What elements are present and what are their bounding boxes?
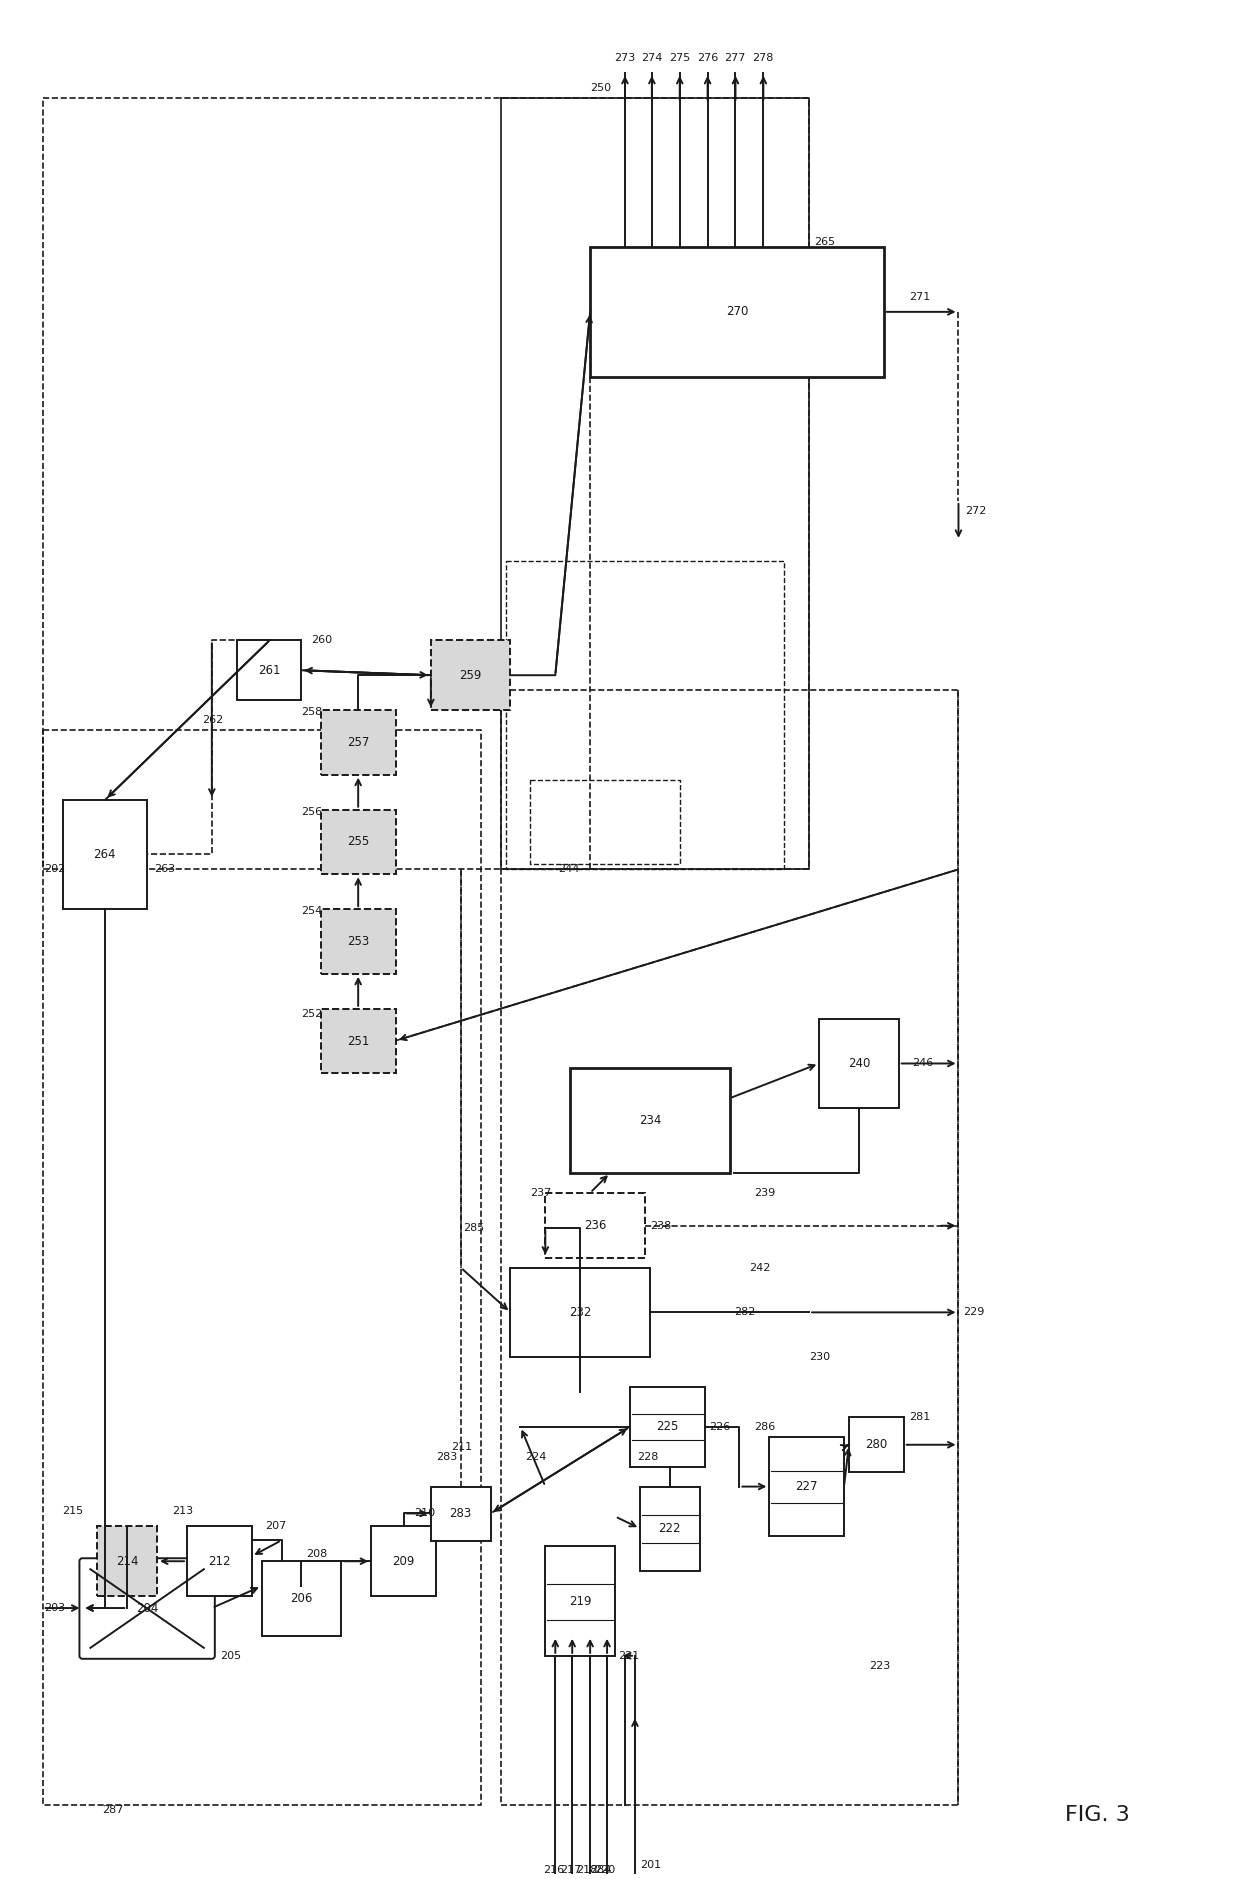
Text: 210: 210	[414, 1509, 435, 1518]
Text: 221: 221	[618, 1652, 640, 1661]
Text: 242: 242	[749, 1263, 771, 1272]
Text: 272: 272	[966, 505, 987, 517]
Bar	[371, 1526, 435, 1595]
Text: 228: 228	[637, 1452, 658, 1462]
Text: 258: 258	[301, 707, 322, 718]
Text: 238: 238	[650, 1221, 671, 1231]
Text: 229: 229	[963, 1308, 985, 1317]
Bar	[546, 1546, 615, 1655]
Text: 214: 214	[117, 1554, 139, 1567]
Text: 253: 253	[347, 936, 370, 949]
FancyBboxPatch shape	[79, 1558, 215, 1659]
Text: 226: 226	[709, 1422, 730, 1432]
Bar	[590, 248, 884, 376]
Bar	[262, 1561, 341, 1637]
Bar	[62, 800, 148, 909]
Text: 254: 254	[301, 906, 322, 917]
Text: 280: 280	[866, 1437, 888, 1451]
Text: 257: 257	[347, 737, 370, 750]
Text: FIG. 3: FIG. 3	[1065, 1806, 1130, 1825]
Text: 213: 213	[172, 1507, 193, 1516]
Text: 205: 205	[219, 1652, 241, 1661]
Text: 284: 284	[590, 1864, 611, 1875]
Text: 216: 216	[543, 1864, 564, 1875]
Bar	[321, 810, 396, 874]
Text: 219: 219	[569, 1595, 591, 1608]
Text: 232: 232	[569, 1306, 591, 1319]
Text: 224: 224	[526, 1452, 547, 1462]
Text: 204: 204	[136, 1603, 159, 1616]
Bar	[849, 1417, 904, 1471]
Text: 202: 202	[45, 864, 66, 874]
Text: 264: 264	[93, 847, 117, 861]
Bar	[546, 1193, 645, 1257]
Text: 263: 263	[154, 864, 175, 874]
Text: 261: 261	[258, 663, 280, 676]
Text: 252: 252	[301, 1009, 322, 1018]
Text: 209: 209	[392, 1554, 414, 1567]
Bar	[769, 1437, 844, 1537]
Text: 246: 246	[911, 1058, 932, 1069]
Text: 203: 203	[45, 1603, 66, 1612]
Text: 277: 277	[724, 53, 746, 64]
Text: 207: 207	[265, 1522, 286, 1531]
Text: 287: 287	[103, 1806, 124, 1815]
Text: 223: 223	[869, 1661, 890, 1670]
Text: 239: 239	[754, 1188, 776, 1199]
Bar	[570, 1069, 729, 1172]
Text: 283: 283	[435, 1452, 458, 1462]
Bar	[98, 1526, 157, 1595]
Text: 260: 260	[311, 635, 332, 644]
Text: 262: 262	[202, 716, 223, 725]
Bar	[321, 909, 396, 973]
Text: 218: 218	[577, 1864, 598, 1875]
Text: 275: 275	[668, 53, 689, 64]
Bar	[237, 641, 301, 701]
Text: 278: 278	[753, 53, 774, 64]
Bar	[820, 1018, 899, 1109]
Text: 274: 274	[641, 53, 662, 64]
Text: 227: 227	[795, 1481, 818, 1494]
Text: 270: 270	[725, 306, 748, 318]
Text: 217: 217	[560, 1864, 582, 1875]
Text: 244: 244	[558, 864, 579, 874]
Text: 211: 211	[451, 1441, 472, 1452]
Text: 286: 286	[754, 1422, 776, 1432]
Text: 265: 265	[815, 237, 836, 248]
Text: 281: 281	[909, 1411, 930, 1422]
Text: 285: 285	[463, 1223, 484, 1233]
Text: 255: 255	[347, 836, 370, 849]
Text: 215: 215	[62, 1507, 83, 1516]
Text: 276: 276	[697, 53, 718, 64]
Text: 234: 234	[639, 1114, 661, 1127]
Bar	[630, 1387, 704, 1467]
Text: 236: 236	[584, 1219, 606, 1233]
Bar	[321, 1009, 396, 1073]
Text: 220: 220	[594, 1864, 615, 1875]
Bar	[430, 1486, 491, 1541]
Text: 225: 225	[656, 1421, 678, 1434]
Text: 259: 259	[460, 669, 482, 682]
Bar	[511, 1268, 650, 1357]
Text: 250: 250	[590, 83, 611, 92]
Text: 283: 283	[450, 1507, 472, 1520]
Text: 237: 237	[531, 1188, 552, 1199]
Text: 208: 208	[306, 1550, 327, 1560]
Text: 256: 256	[301, 806, 322, 817]
Text: 206: 206	[290, 1592, 312, 1605]
Bar	[430, 641, 511, 710]
Text: 251: 251	[347, 1035, 370, 1048]
Text: 240: 240	[848, 1058, 870, 1069]
Bar	[640, 1486, 699, 1571]
Text: 212: 212	[208, 1554, 231, 1567]
Text: 271: 271	[909, 291, 930, 303]
Text: 273: 273	[614, 53, 635, 64]
Text: 230: 230	[810, 1353, 831, 1362]
Text: 201: 201	[640, 1860, 661, 1870]
Text: 282: 282	[734, 1308, 756, 1317]
Text: 222: 222	[658, 1522, 681, 1535]
Bar	[187, 1526, 252, 1595]
Bar	[321, 710, 396, 774]
